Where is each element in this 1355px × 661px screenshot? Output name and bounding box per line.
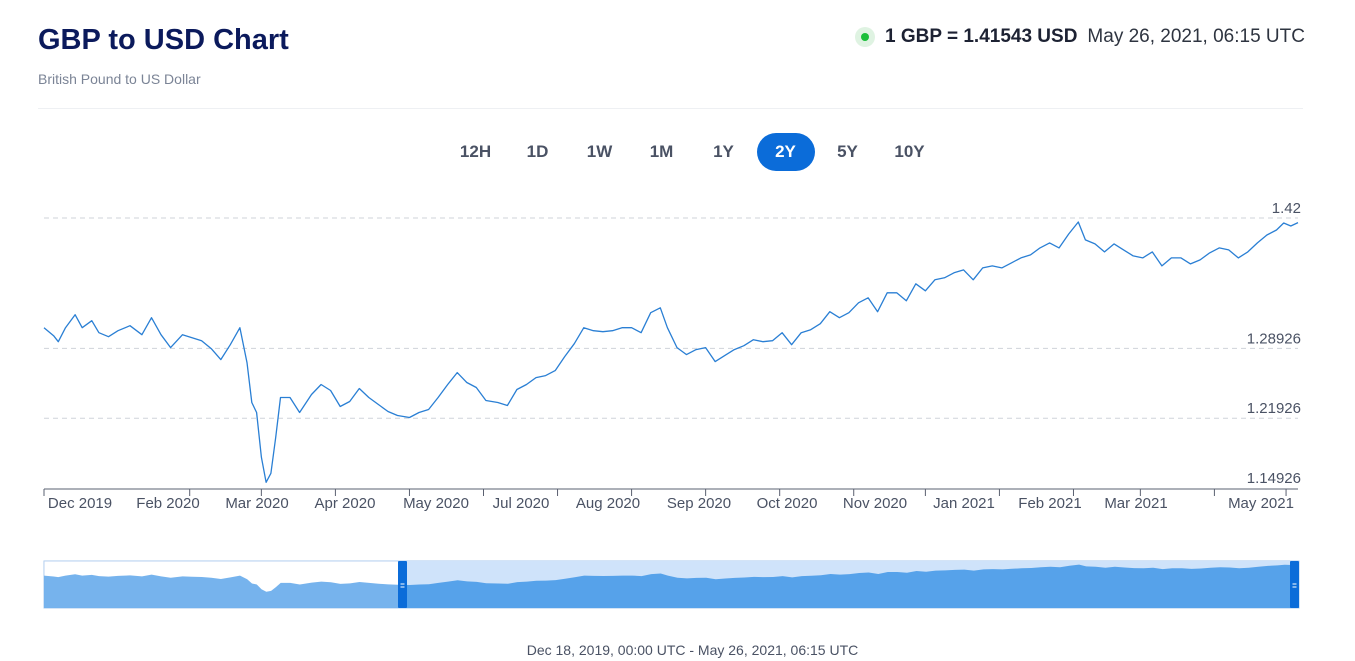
navigator-right-handle[interactable] xyxy=(1290,561,1299,608)
x-tick-label: Dec 2019 xyxy=(48,495,112,512)
x-tick-label: Mar 2020 xyxy=(225,495,288,512)
live-rate: 1 GBP = 1.41543 USD May 26, 2021, 06:15 … xyxy=(855,26,1305,48)
x-tick-label: Oct 2020 xyxy=(757,495,818,512)
period-selector: 12H 1D 1W 1M 1Y 2Y 5Y 10Y xyxy=(0,133,1355,171)
price-chart[interactable]: 1.42 1.28926 1.21926 1.14926 Dec 2019 Feb 202… xyxy=(0,190,1355,525)
x-tick-label: Sep 2020 xyxy=(667,495,731,512)
rate-value: 1 GBP = 1.41543 USD xyxy=(885,26,1078,47)
period-button-1d[interactable]: 1D xyxy=(509,133,567,171)
y-tick-label: 1.28926 xyxy=(1247,330,1301,347)
navigator-area xyxy=(44,564,1299,608)
x-tick-label: Mar 2021 xyxy=(1104,495,1167,512)
period-button-1m[interactable]: 1M xyxy=(633,133,691,171)
x-tick-label: Aug 2020 xyxy=(576,495,640,512)
period-button-5y[interactable]: 5Y xyxy=(819,133,877,171)
live-status-icon xyxy=(855,27,876,47)
x-tick-label: Apr 2020 xyxy=(315,495,376,512)
period-button-12h[interactable]: 12H xyxy=(447,133,505,171)
period-button-10y[interactable]: 10Y xyxy=(881,133,939,171)
period-button-1y[interactable]: 1Y xyxy=(695,133,753,171)
rate-timestamp: May 26, 2021, 06:15 UTC xyxy=(1087,26,1305,47)
x-tick-label: May 2021 xyxy=(1228,495,1294,512)
period-button-2y[interactable]: 2Y xyxy=(756,133,815,171)
x-tick-label: Nov 2020 xyxy=(843,495,907,512)
y-tick-label: 1.42 xyxy=(1272,200,1301,217)
page-title: GBP to USD Chart xyxy=(38,24,289,56)
x-tick-label: May 2020 xyxy=(403,495,469,512)
x-tick-label: Feb 2020 xyxy=(136,495,199,512)
page-subtitle: British Pound to US Dollar xyxy=(38,71,201,87)
range-navigator[interactable] xyxy=(0,555,1355,615)
y-tick-label: 1.21926 xyxy=(1247,400,1301,417)
series-line xyxy=(43,221,1299,483)
x-tick-label: Jan 2021 xyxy=(933,495,995,512)
header-divider xyxy=(38,108,1303,109)
period-button-1w[interactable]: 1W xyxy=(571,133,629,171)
navigator-unselected xyxy=(44,561,402,608)
y-tick-label: 1.14926 xyxy=(1247,470,1301,487)
date-range-label: Dec 18, 2019, 00:00 UTC - May 26, 2021, … xyxy=(526,642,859,658)
x-tick-label: Jul 2020 xyxy=(493,495,550,512)
navigator-left-handle[interactable] xyxy=(398,561,407,608)
x-tick-label: Feb 2021 xyxy=(1018,495,1081,512)
